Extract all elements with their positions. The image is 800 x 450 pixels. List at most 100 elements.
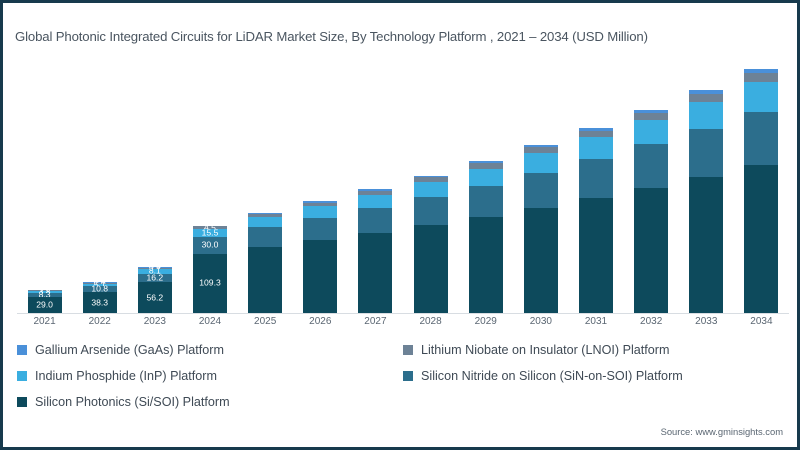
bar-segment[interactable] bbox=[248, 217, 283, 228]
bar-segment[interactable]: 56.2 bbox=[137, 282, 172, 313]
bar-segment[interactable] bbox=[744, 165, 779, 313]
bar-segment[interactable] bbox=[744, 69, 779, 73]
bar-value-label: 109.3 bbox=[199, 277, 221, 288]
bar-segment[interactable] bbox=[689, 102, 724, 130]
bar-segment[interactable] bbox=[303, 202, 338, 207]
legend-swatch-icon bbox=[17, 397, 27, 407]
bar-segment[interactable]: 30.0 bbox=[193, 237, 227, 254]
bar-column[interactable] bbox=[248, 213, 283, 313]
bar-segment[interactable]: 29.0 bbox=[27, 297, 62, 313]
bar-segment[interactable] bbox=[303, 201, 338, 203]
bar-segment[interactable] bbox=[413, 181, 448, 198]
legend-label: Lithium Niobate on Insulator (LNOI) Plat… bbox=[421, 343, 670, 357]
bar-segment[interactable] bbox=[579, 127, 613, 131]
x-axis-tick-2033: 2033 bbox=[695, 316, 718, 327]
bar-column[interactable] bbox=[744, 69, 779, 313]
bar-segment[interactable] bbox=[303, 206, 338, 218]
bar-segment[interactable] bbox=[358, 190, 393, 195]
bar-segment[interactable] bbox=[413, 177, 448, 182]
chart-legend: Gallium Arsenide (GaAs) Platform Lithium … bbox=[17, 343, 789, 423]
bar-segment[interactable] bbox=[523, 153, 558, 173]
bar-segment[interactable] bbox=[358, 194, 393, 209]
bar-segment[interactable] bbox=[413, 175, 448, 178]
legend-item[interactable]: Lithium Niobate on Insulator (LNOI) Plat… bbox=[403, 343, 669, 357]
legend-label: Indium Phosphide (InP) Platform bbox=[35, 369, 217, 383]
bar-segment[interactable] bbox=[579, 159, 613, 199]
bar-column[interactable] bbox=[634, 109, 669, 313]
bar-column[interactable] bbox=[358, 189, 393, 313]
bar-value-label: 30.0 bbox=[201, 240, 219, 251]
bar-value-label: 15.5 bbox=[201, 227, 219, 238]
bar-segment[interactable] bbox=[468, 217, 503, 313]
x-axis-tick-2028: 2028 bbox=[419, 316, 442, 327]
bar-segment[interactable] bbox=[468, 185, 503, 218]
bar-segment[interactable] bbox=[634, 144, 669, 188]
bar-segment[interactable]: 16.2 bbox=[137, 274, 172, 283]
legend-item[interactable]: Indium Phosphide (InP) Platform bbox=[17, 369, 217, 383]
bar-segment[interactable] bbox=[413, 197, 448, 226]
bar-segment[interactable]: 109.3 bbox=[193, 253, 227, 313]
legend-label: Silicon Photonics (Si/SOI) Platform bbox=[35, 395, 230, 409]
bar-column[interactable] bbox=[523, 145, 558, 313]
bar-segment[interactable] bbox=[689, 129, 724, 178]
x-axis-tick-2032: 2032 bbox=[640, 316, 663, 327]
bar-column[interactable] bbox=[689, 90, 724, 313]
bar-segment[interactable] bbox=[468, 161, 503, 164]
legend-item[interactable]: Gallium Arsenide (GaAs) Platform bbox=[17, 343, 224, 357]
bar-segment[interactable]: 15.5 bbox=[193, 227, 227, 238]
bar-segment[interactable] bbox=[634, 109, 669, 113]
bar-segment[interactable] bbox=[689, 177, 724, 313]
bar-segment[interactable] bbox=[689, 90, 724, 94]
bar-column[interactable]: 0.41.23.88.329.0 bbox=[27, 286, 62, 313]
plot-area: 0.41.23.88.329.00.61.65.110.838.30.92.48… bbox=[17, 63, 789, 313]
bar-segment[interactable] bbox=[579, 130, 613, 138]
bar-segment[interactable] bbox=[248, 213, 283, 215]
bar-segment[interactable] bbox=[468, 168, 503, 186]
bar-value-label: 56.2 bbox=[146, 292, 164, 303]
x-axis-tick-2023: 2023 bbox=[143, 316, 166, 327]
bar-column[interactable] bbox=[468, 161, 503, 313]
bar-segment[interactable]: 38.3 bbox=[82, 292, 117, 313]
bar-column[interactable] bbox=[413, 175, 448, 313]
bar-segment[interactable] bbox=[634, 120, 669, 145]
x-axis-tick-2024: 2024 bbox=[198, 316, 222, 327]
bar-value-label: 38.3 bbox=[91, 297, 109, 308]
legend-item[interactable]: Silicon Nitride on Silicon (SiN-on-SOI) … bbox=[403, 369, 683, 383]
bar-segment[interactable] bbox=[358, 208, 393, 234]
bar-segment[interactable] bbox=[689, 93, 724, 103]
bar-segment[interactable] bbox=[744, 82, 779, 113]
bar-column[interactable]: 0.92.48.116.256.2 bbox=[137, 263, 172, 313]
bar-segment[interactable] bbox=[523, 172, 558, 209]
bar-segment[interactable] bbox=[523, 208, 558, 313]
bar-segment[interactable] bbox=[358, 189, 393, 191]
bar-segment[interactable] bbox=[468, 163, 503, 169]
bar-segment[interactable] bbox=[523, 147, 558, 154]
bar-segment[interactable] bbox=[248, 246, 283, 313]
x-axis-tick-2025: 2025 bbox=[254, 316, 277, 327]
x-axis-tick-2034: 2034 bbox=[750, 316, 773, 327]
bar-segment[interactable] bbox=[634, 187, 669, 313]
bar-segment[interactable] bbox=[579, 198, 613, 313]
bar-segment[interactable] bbox=[248, 214, 283, 218]
bar-segment[interactable] bbox=[413, 225, 448, 313]
legend-item[interactable]: Silicon Photonics (Si/SOI) Platform bbox=[17, 395, 230, 409]
bar-segment[interactable] bbox=[248, 227, 283, 247]
bar-column[interactable] bbox=[579, 127, 613, 313]
bar-segment[interactable] bbox=[579, 137, 613, 160]
bar-segment[interactable] bbox=[523, 145, 558, 148]
x-axis-tick-2027: 2027 bbox=[364, 316, 387, 327]
bar-segment[interactable] bbox=[303, 240, 338, 313]
legend-label: Gallium Arsenide (GaAs) Platform bbox=[35, 343, 224, 357]
bar-segment[interactable] bbox=[744, 112, 779, 166]
bar-segment[interactable] bbox=[303, 217, 338, 241]
bar-column[interactable] bbox=[303, 201, 338, 313]
bar-column[interactable]: 0.61.65.110.838.3 bbox=[82, 278, 117, 313]
x-axis-line bbox=[17, 313, 789, 314]
legend-label: Silicon Nitride on Silicon (SiN-on-SOI) … bbox=[421, 369, 683, 383]
bar-segment[interactable] bbox=[744, 73, 779, 83]
bar-segment[interactable] bbox=[358, 233, 393, 313]
x-axis-tick-2029: 2029 bbox=[474, 316, 497, 327]
x-axis-tick-2022: 2022 bbox=[88, 316, 111, 327]
bar-segment[interactable] bbox=[634, 112, 669, 121]
